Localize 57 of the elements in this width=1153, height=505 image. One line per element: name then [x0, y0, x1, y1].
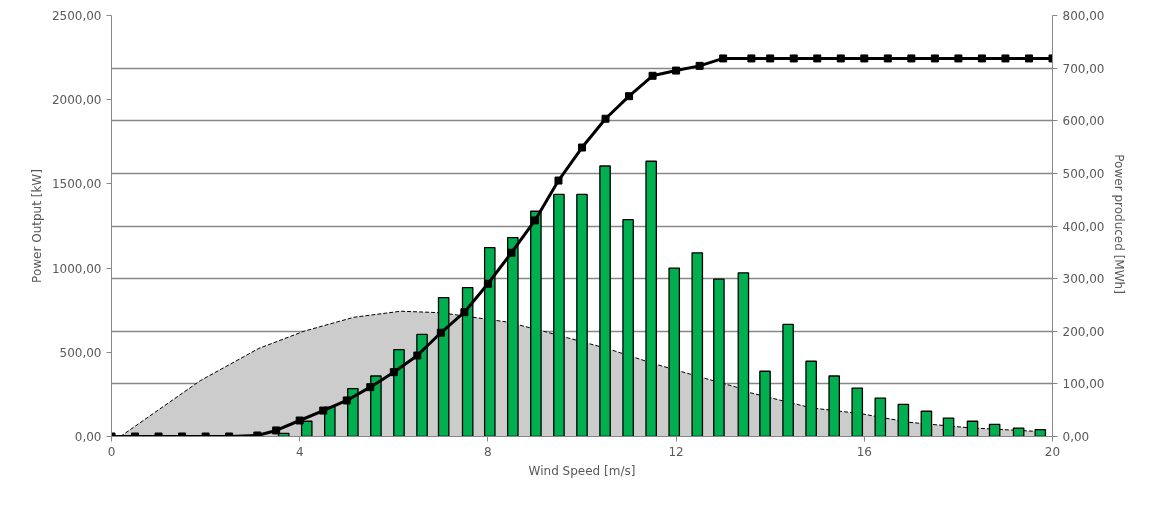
point: [836, 54, 845, 63]
y-axis-title: Power Output [kW]: [29, 169, 44, 283]
point: [554, 176, 563, 185]
point: [366, 383, 375, 392]
y2-tick-label: 800,00: [1062, 9, 1105, 23]
y2-tick-label: 700,00: [1062, 61, 1105, 76]
point: [977, 54, 986, 63]
y2-tick-label: 100,00: [1062, 377, 1105, 392]
point: [483, 279, 492, 288]
point: [747, 54, 756, 63]
y2-tick-label: 500,00: [1062, 166, 1105, 181]
point: [766, 54, 775, 63]
point: [648, 71, 657, 80]
y2-tick-label: 200,00: [1062, 324, 1105, 339]
y-tick-label: 0,00: [74, 430, 102, 444]
y-tick-label: 1500,00: [51, 177, 102, 192]
point: [625, 92, 634, 101]
point: [930, 54, 939, 63]
x-tick-label: 20: [1044, 444, 1061, 459]
point: [1001, 54, 1010, 63]
point: [719, 54, 728, 63]
point: [907, 54, 916, 63]
x-tick-label: 8: [484, 444, 492, 459]
y2-axis-title: Power produced [MWh]: [1112, 154, 1127, 294]
point: [695, 61, 704, 70]
point: [789, 54, 798, 63]
point: [295, 416, 304, 425]
point: [507, 248, 516, 257]
point: [342, 396, 351, 405]
point: [436, 328, 445, 337]
point: [813, 54, 822, 63]
y-tick-label: 500,00: [59, 345, 102, 360]
point: [954, 54, 963, 63]
point: [389, 368, 398, 377]
point: [272, 426, 281, 435]
point: [460, 308, 469, 317]
y2-tick-label: 0,00: [1062, 430, 1090, 444]
point: [860, 54, 869, 63]
y-tick-label: 1000,00: [51, 261, 102, 276]
point: [1024, 54, 1033, 63]
y-tick-label: 2000,00: [51, 93, 102, 108]
point: [413, 351, 422, 360]
point: [578, 143, 586, 152]
point: [883, 54, 892, 63]
point: [672, 66, 681, 75]
point: [601, 114, 610, 123]
x-tick-label: 12: [668, 444, 684, 459]
y2-tick-label: 300,00: [1062, 272, 1105, 287]
x-tick-label: 4: [295, 444, 304, 459]
y2-tick-label: 600,00: [1062, 114, 1105, 129]
y2-tick-label: 400,00: [1062, 219, 1105, 234]
x-tick-label: 0: [107, 444, 116, 459]
y-tick-label: 2500,00: [51, 9, 102, 23]
point: [530, 216, 539, 225]
x-axis-title: Wind Speed [m/s]: [528, 463, 636, 478]
point: [319, 406, 328, 415]
x-tick-label: 16: [856, 444, 872, 459]
